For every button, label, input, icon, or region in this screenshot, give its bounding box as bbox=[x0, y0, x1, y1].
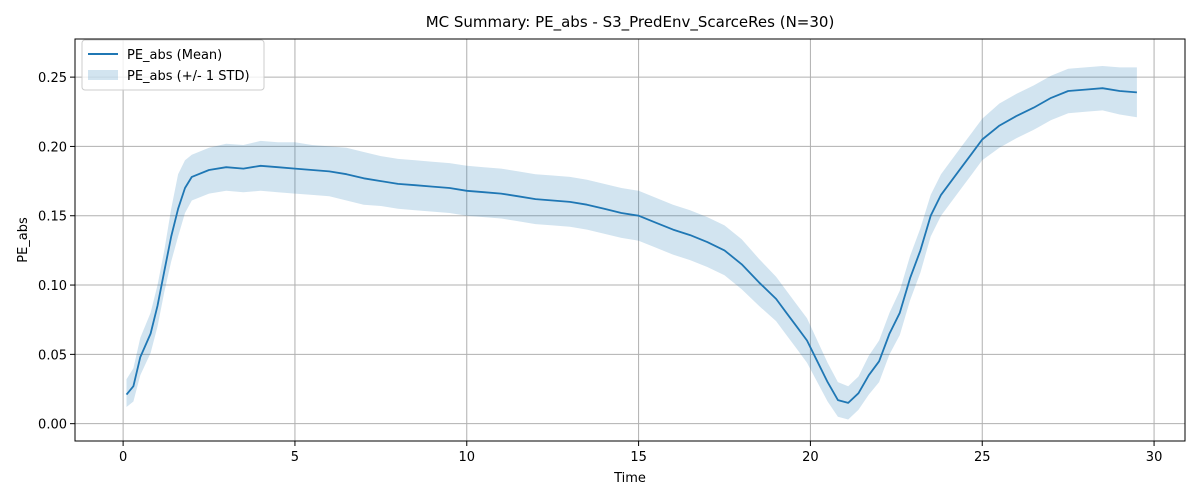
x-tick-label: 5 bbox=[291, 450, 299, 465]
y-tick-label: 0.05 bbox=[38, 348, 67, 363]
x-tick-label: 15 bbox=[630, 450, 647, 465]
x-axis-ticks: 0 5 10 15 20 25 30 bbox=[119, 441, 1162, 465]
plot-frame bbox=[74, 38, 1186, 442]
chart-title: MC Summary: PE_abs - S3_PredEnv_ScarceRe… bbox=[426, 13, 835, 32]
legend-std-swatch bbox=[88, 70, 118, 80]
x-tick-label: 30 bbox=[1146, 450, 1163, 465]
x-tick-label: 10 bbox=[458, 450, 475, 465]
legend: PE_abs (Mean) PE_abs (+/- 1 STD) bbox=[81, 39, 265, 91]
legend-box bbox=[81, 39, 265, 91]
y-axis-ticks: 0.00 0.05 0.10 0.15 0.20 0.25 bbox=[38, 71, 75, 433]
std-band bbox=[126, 66, 1137, 420]
std-band-layer bbox=[126, 66, 1137, 420]
mean-line bbox=[125, 87, 1137, 404]
x-tick-label: 0 bbox=[119, 450, 127, 465]
y-axis-title: PE_abs bbox=[16, 217, 31, 263]
y-tick-label: 0.00 bbox=[38, 418, 67, 433]
legend-mean-label: PE_abs (Mean) bbox=[127, 48, 222, 63]
legend-std-label: PE_abs (+/- 1 STD) bbox=[127, 69, 250, 84]
x-tick-label: 25 bbox=[974, 450, 991, 465]
plot-area: 0 5 10 15 20 25 30 0.00 0.05 0.10 0.15 0.20 0.25 bbox=[38, 38, 1186, 465]
y-tick-label: 0.15 bbox=[38, 210, 67, 225]
y-tick-label: 0.10 bbox=[38, 279, 67, 294]
mean-line-layer bbox=[125, 87, 1137, 404]
grid bbox=[75, 39, 1185, 441]
y-tick-label: 0.20 bbox=[38, 140, 67, 155]
x-tick-label: 20 bbox=[802, 450, 819, 465]
y-tick-label: 0.25 bbox=[38, 71, 67, 86]
x-axis-title: Time bbox=[613, 471, 646, 486]
